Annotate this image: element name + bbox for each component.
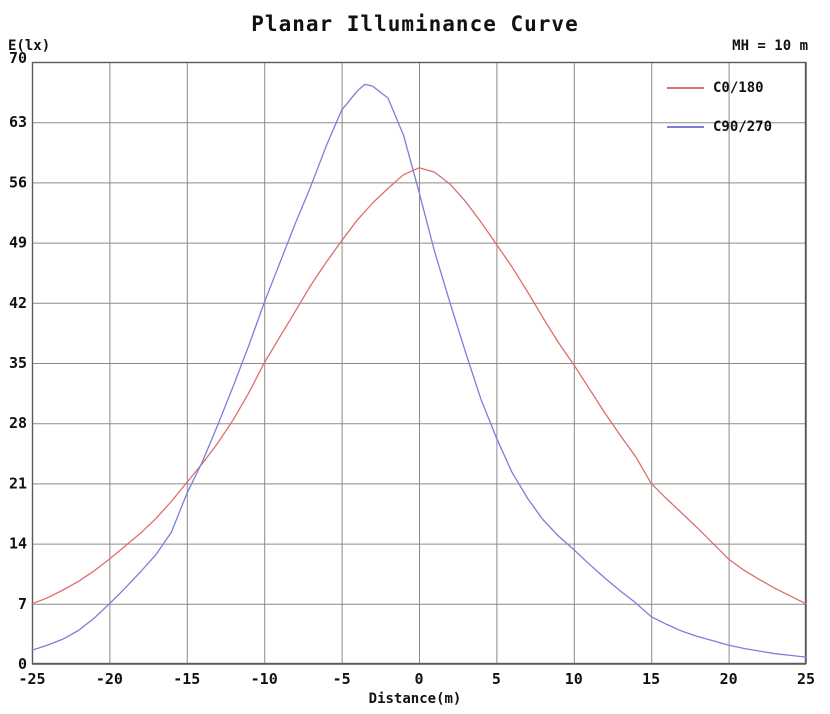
svg-text:15: 15 [642,670,660,688]
plot-border [31,61,807,665]
curve-c90-270 [31,83,807,658]
svg-text:0: 0 [414,670,423,688]
svg-text:-20: -20 [96,670,123,688]
grid-lines [32,62,807,665]
legend: C0/180 C90/270 [667,74,772,152]
svg-text:25: 25 [797,670,815,688]
curve-c0-180 [31,167,807,605]
svg-text:5: 5 [492,670,501,688]
chart-title: Planar Illuminance Curve [251,12,579,36]
svg-text:49: 49 [9,234,27,252]
svg-text:70: 70 [9,49,27,67]
svg-text:35: 35 [9,354,27,372]
svg-text:28: 28 [9,414,27,432]
x-tick-labels: -25 -20 -15 -10 -5 0 5 10 15 20 25 [18,670,815,688]
svg-text:-15: -15 [173,670,200,688]
svg-text:21: 21 [9,474,27,492]
legend-item-c0-180: C0/180 [667,74,772,102]
y-axis-label: E(lx) [8,38,51,54]
mounting-height-annotation: MH = 10 m [732,38,808,54]
svg-text:56: 56 [9,173,27,191]
legend-label-c0-180: C0/180 [713,80,764,96]
svg-text:0: 0 [18,655,27,673]
svg-text:-25: -25 [18,670,45,688]
svg-text:10: 10 [565,670,583,688]
y-tick-labels: 0 7 14 21 28 35 42 49 56 63 70 [9,49,27,673]
svg-text:42: 42 [9,294,27,312]
legend-line-sample-c0-180 [667,87,704,89]
legend-line-sample-c90-270 [667,126,704,128]
svg-text:7: 7 [18,595,27,613]
x-axis-label: Distance(m) [368,691,462,707]
legend-item-c90-270: C90/270 [667,113,772,141]
svg-text:-10: -10 [251,670,278,688]
svg-text:20: 20 [720,670,738,688]
svg-text:14: 14 [9,535,27,553]
svg-text:63: 63 [9,113,27,131]
legend-label-c90-270: C90/270 [713,119,773,135]
svg-text:-5: -5 [333,670,351,688]
